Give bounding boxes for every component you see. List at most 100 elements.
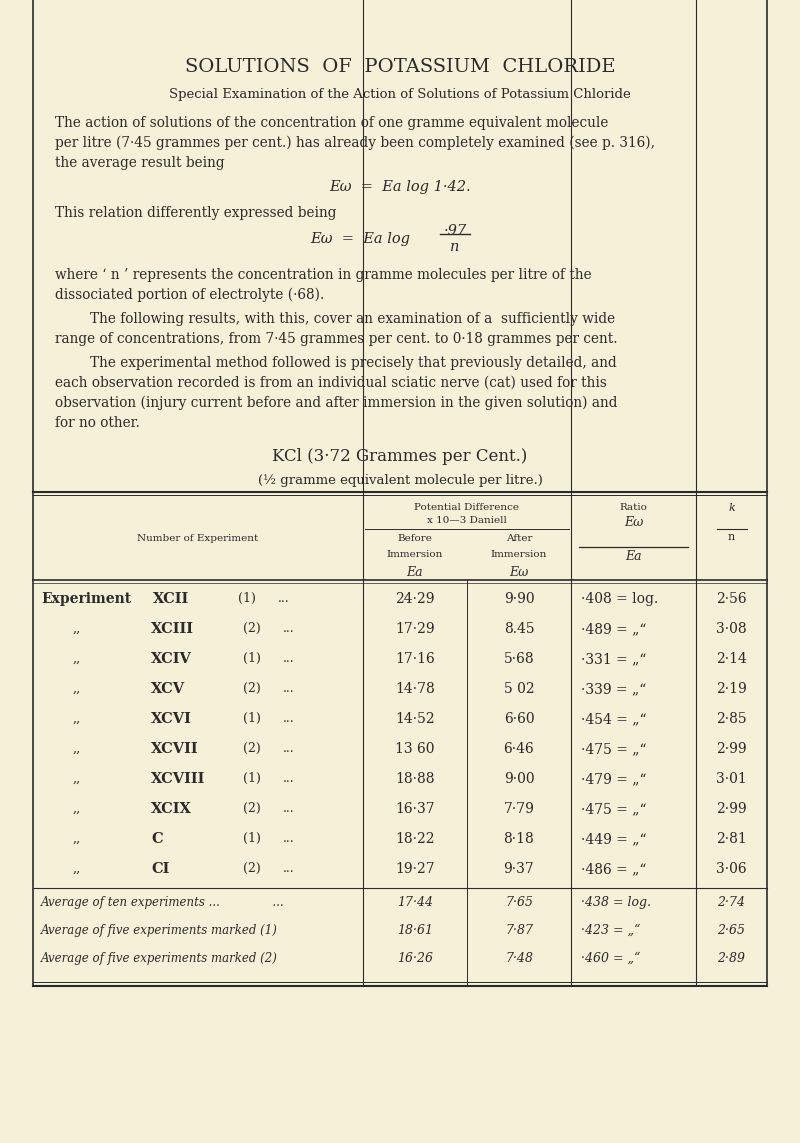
Text: Ratio: Ratio <box>619 503 647 512</box>
Text: XCII: XCII <box>153 592 190 606</box>
Text: 7·79: 7·79 <box>503 802 534 816</box>
Text: ,,: ,, <box>73 772 82 785</box>
Text: 16·37: 16·37 <box>395 802 435 816</box>
Text: k: k <box>728 503 735 513</box>
Text: 3·01: 3·01 <box>716 772 747 786</box>
Text: 5 02: 5 02 <box>504 682 534 696</box>
Text: 18·88: 18·88 <box>395 772 434 786</box>
Text: This relation differently expressed being: This relation differently expressed bein… <box>55 206 337 219</box>
Text: 2·89: 2·89 <box>718 952 746 965</box>
Text: Eω  =  Ea log 1·42.: Eω = Ea log 1·42. <box>329 179 471 194</box>
Text: 7·87: 7·87 <box>505 924 533 937</box>
Text: 6·60: 6·60 <box>504 712 534 726</box>
Text: n: n <box>450 240 460 254</box>
Text: (1): (1) <box>238 592 256 605</box>
Text: ·449 = „“: ·449 = „“ <box>581 832 646 846</box>
Text: ·408 = log.: ·408 = log. <box>581 592 658 606</box>
Text: 9·90: 9·90 <box>504 592 534 606</box>
Text: ...: ... <box>283 832 294 845</box>
Text: dissociated portion of electrolyte (·68).: dissociated portion of electrolyte (·68)… <box>55 288 324 303</box>
Text: ·460 = „“: ·460 = „“ <box>581 952 640 965</box>
Text: Immersion: Immersion <box>491 550 547 559</box>
Text: ,,: ,, <box>73 802 82 815</box>
Text: 2·19: 2·19 <box>716 682 747 696</box>
Text: ...: ... <box>283 682 294 695</box>
Text: ·475 = „“: ·475 = „“ <box>581 742 646 756</box>
Text: 7·65: 7·65 <box>505 896 533 909</box>
Text: ...: ... <box>278 592 290 605</box>
Text: where ‘ n ’ represents the concentration in gramme molecules per litre of the: where ‘ n ’ represents the concentration… <box>55 267 592 282</box>
Text: ,,: ,, <box>73 712 82 725</box>
Text: ,,: ,, <box>73 682 82 695</box>
Text: (1): (1) <box>243 832 261 845</box>
Text: 3·06: 3·06 <box>716 862 747 876</box>
Text: 2·14: 2·14 <box>716 652 747 666</box>
Text: ,,: ,, <box>73 742 82 756</box>
Text: ...: ... <box>283 742 294 756</box>
Text: 9·00: 9·00 <box>504 772 534 786</box>
Text: range of concentrations, from 7·45 grammes per cent. to 0·18 grammes per cent.: range of concentrations, from 7·45 gramm… <box>55 331 618 346</box>
Text: 16·26: 16·26 <box>397 952 433 965</box>
Text: (2): (2) <box>243 802 261 815</box>
Text: 9·37: 9·37 <box>504 862 534 876</box>
Text: CI: CI <box>151 862 170 876</box>
Text: per litre (7·45 grammes per cent.) has already been completely examined (see p. : per litre (7·45 grammes per cent.) has a… <box>55 136 655 151</box>
Text: (2): (2) <box>243 622 261 636</box>
Text: the average result being: the average result being <box>55 155 225 170</box>
Text: The following results, with this, cover an examination of a  sufficiently wide: The following results, with this, cover … <box>90 312 615 326</box>
Text: SOLUTIONS  OF  POTASSIUM  CHLORIDE: SOLUTIONS OF POTASSIUM CHLORIDE <box>185 58 615 75</box>
Text: Potential Difference: Potential Difference <box>414 503 519 512</box>
Text: KCl (3·72 Grammes per Cent.): KCl (3·72 Grammes per Cent.) <box>272 448 528 465</box>
Text: 3·08: 3·08 <box>716 622 747 636</box>
Text: (2): (2) <box>243 742 261 756</box>
Text: 8·18: 8·18 <box>504 832 534 846</box>
Text: 6·46: 6·46 <box>504 742 534 756</box>
Text: 2·99: 2·99 <box>716 742 747 756</box>
Text: XCIX: XCIX <box>151 802 192 816</box>
Text: 5·68: 5·68 <box>504 652 534 666</box>
Text: 7·48: 7·48 <box>505 952 533 965</box>
Text: 17·16: 17·16 <box>395 652 435 666</box>
Text: 19·27: 19·27 <box>395 862 435 876</box>
Text: Average of five experiments marked (1): Average of five experiments marked (1) <box>41 924 278 937</box>
Text: ·331 = „“: ·331 = „“ <box>581 652 646 666</box>
Text: 18·61: 18·61 <box>397 924 433 937</box>
Text: (2): (2) <box>243 682 261 695</box>
Text: x 10—3 Daniell: x 10—3 Daniell <box>427 515 507 525</box>
Text: 14·52: 14·52 <box>395 712 435 726</box>
Text: ·489 = „“: ·489 = „“ <box>581 622 646 636</box>
Text: ,,: ,, <box>73 652 82 665</box>
Text: 18·22: 18·22 <box>395 832 434 846</box>
Text: ·486 = „“: ·486 = „“ <box>581 862 646 876</box>
Text: 2·99: 2·99 <box>716 802 747 816</box>
Text: 2·56: 2·56 <box>716 592 747 606</box>
Text: Average of ten experiments ...              ...: Average of ten experiments ... ... <box>41 896 285 909</box>
Text: XCVII: XCVII <box>151 742 198 756</box>
Text: After: After <box>506 534 532 543</box>
Text: Eω: Eω <box>624 515 643 529</box>
Text: 24·29: 24·29 <box>395 592 434 606</box>
Text: XCIV: XCIV <box>151 652 192 666</box>
Text: 2·74: 2·74 <box>718 896 746 909</box>
Text: 2·65: 2·65 <box>718 924 746 937</box>
Text: Experiment: Experiment <box>41 592 131 606</box>
Text: 14·78: 14·78 <box>395 682 435 696</box>
Text: (1): (1) <box>243 772 261 785</box>
Text: ·475 = „“: ·475 = „“ <box>581 802 646 816</box>
Text: 17·44: 17·44 <box>397 896 433 909</box>
Text: ·454 = „“: ·454 = „“ <box>581 712 646 726</box>
Text: ·423 = „“: ·423 = „“ <box>581 924 640 937</box>
Text: Average of five experiments marked (2): Average of five experiments marked (2) <box>41 952 278 965</box>
Text: ...: ... <box>283 862 294 876</box>
Text: ...: ... <box>283 712 294 725</box>
Text: XCIII: XCIII <box>151 622 194 636</box>
Text: ·97: ·97 <box>443 224 466 238</box>
Text: ,,: ,, <box>73 862 82 876</box>
Text: Before: Before <box>398 534 433 543</box>
Text: Ea: Ea <box>406 566 423 580</box>
Text: n: n <box>728 531 735 542</box>
Text: ,,: ,, <box>73 622 82 636</box>
Text: 13 60: 13 60 <box>395 742 434 756</box>
Text: observation (injury current before and after immersion in the given solution) an: observation (injury current before and a… <box>55 395 618 410</box>
Text: ...: ... <box>283 652 294 665</box>
